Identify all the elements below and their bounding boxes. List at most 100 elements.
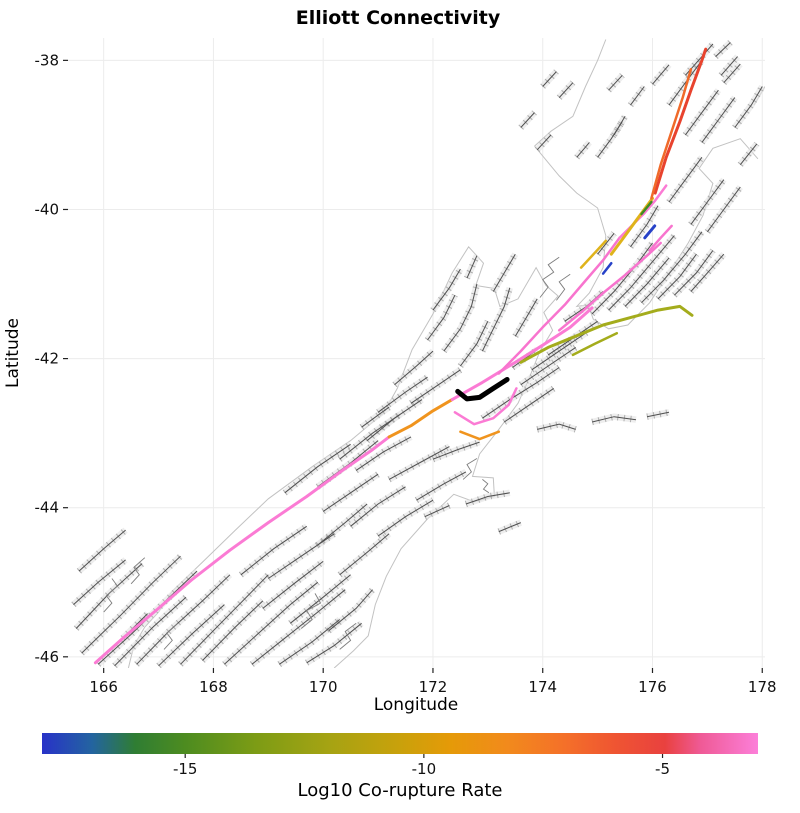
axis-ticks: 166 168 170 172 174 176 178 -38 -40 -42 -44 -46	[35, 51, 777, 696]
fault-corridor-centerline	[317, 503, 368, 546]
x-tick-label: 176	[638, 678, 667, 696]
fault-corridor-centerline	[630, 86, 645, 106]
fault-corridor-centerline	[498, 522, 521, 533]
y-tick-label: -40	[35, 200, 60, 218]
x-tick-label: 168	[199, 678, 228, 696]
coastline	[534, 138, 759, 330]
fault-corridor-centerline	[542, 71, 557, 87]
fault-corridor-centerline	[136, 574, 231, 665]
fault-corridor-centerline	[684, 89, 719, 136]
fault-corridor-centerline	[388, 446, 450, 480]
fault-corridor-centerline	[591, 416, 637, 423]
fault-corridor-centerline	[668, 60, 703, 106]
fault-corridor-centerline	[624, 257, 670, 307]
trace-alpine-south	[93, 435, 391, 665]
fault-corridor-centerline	[591, 242, 653, 315]
fault-corridor-centerline	[646, 411, 670, 418]
fault-corridor-centerline	[558, 82, 574, 98]
thin-fault	[163, 622, 179, 650]
fault-corridor-centerline	[715, 42, 731, 57]
fault-corridor-centerline	[416, 471, 467, 501]
fault-corridor-centerline	[377, 499, 434, 537]
y-tick-label: -42	[35, 350, 60, 368]
fault-corridor-centerline	[224, 581, 319, 665]
gridlines	[68, 38, 765, 668]
fault-corridor-centerline	[520, 112, 535, 128]
colorbar	[42, 733, 758, 754]
x-tick-label: 174	[528, 678, 557, 696]
trace-red-northeast	[653, 47, 708, 195]
trace-east-branch	[557, 241, 662, 332]
fault-corridor-centerline	[114, 596, 187, 667]
fault-corridor-centerline	[492, 253, 516, 292]
fault-corridor-centerline	[597, 232, 615, 255]
x-tick-label: 166	[89, 678, 118, 696]
fault-corridor-centerline	[424, 505, 450, 518]
fault-corridor-patches	[71, 40, 765, 668]
fault-corridor-centerline	[465, 492, 510, 505]
fault-corridor-centerline	[481, 287, 511, 352]
trace-olive-short	[571, 331, 619, 357]
fault-corridor-centerline	[432, 268, 461, 311]
thin-fault	[482, 479, 490, 494]
fault-corridor-centerline	[339, 533, 390, 576]
fault-corridor-centerline	[652, 64, 670, 85]
thin-fault	[539, 256, 560, 298]
fault-corridor-centerline	[262, 561, 324, 609]
fault-corridor-centerline	[251, 589, 346, 665]
fault-corridor-centerline	[350, 486, 406, 527]
fault-corridor-centerline	[81, 555, 181, 654]
colorbar-tick-label: -5	[655, 760, 670, 778]
trace-blue-b	[601, 261, 613, 275]
trace-green-short	[640, 200, 653, 216]
fault-corridor-centerline	[668, 157, 703, 203]
colorbar-label: Log10 Co-rupture Rate	[298, 780, 503, 801]
fault-corridor-centerline	[78, 529, 126, 572]
fault-corridor-centerline	[361, 406, 390, 428]
y-tick-label: -46	[35, 648, 60, 666]
y-axis-label: Latitude	[3, 318, 23, 388]
fault-corridor-centerline	[328, 589, 373, 632]
fault-corridor-centerline	[536, 134, 552, 151]
trace-right-zigzag	[648, 224, 673, 252]
colorbar-tick-label: -15	[173, 760, 198, 778]
fault-corridor-centerline	[630, 205, 659, 248]
fault-corridor-centerline	[504, 387, 554, 423]
thin-fault	[300, 593, 322, 629]
y-tick-label: -38	[35, 51, 60, 69]
fault-corridor-centerline	[531, 332, 587, 371]
thin-fault	[556, 273, 571, 301]
fault-corridor-centerline	[289, 574, 351, 624]
fault-corridor-centerline	[366, 399, 423, 441]
colorbar-ticks: -15 -10 -5	[173, 754, 670, 778]
map-area	[71, 39, 765, 668]
y-tick-label: -44	[35, 499, 60, 517]
fault-corridor-centerline	[641, 231, 703, 304]
fault-corridor-centerline	[723, 63, 741, 84]
trace-blue-a	[643, 224, 657, 240]
fault-corridor-centerline	[427, 294, 456, 341]
fault-corridor-centerline	[202, 600, 264, 661]
trace-north-branch	[497, 236, 621, 375]
x-tick-label: 178	[748, 678, 777, 696]
fault-corridor-centerline	[158, 604, 225, 667]
trace-hope-main	[450, 306, 594, 402]
fault-corridor-centerline	[394, 350, 434, 386]
trace-olive-long	[519, 304, 694, 364]
thin-fault	[462, 458, 478, 480]
thin-fault	[339, 622, 357, 650]
fault-corridor-centerline	[279, 619, 341, 665]
coastline	[127, 245, 559, 668]
fault-corridor-centerline	[520, 346, 576, 386]
colored-fault-traces	[93, 47, 708, 665]
fault-corridor-centerline	[537, 423, 576, 430]
colorbar-tick-label: -10	[412, 760, 437, 778]
x-tick-label: 172	[419, 678, 448, 696]
fault-corridor-centerline	[739, 143, 758, 166]
fault-corridor-centerline	[355, 436, 412, 471]
fault-corridor-centerline	[514, 298, 538, 337]
thin-faults	[103, 256, 571, 650]
fault-corridor-centerline	[720, 56, 738, 76]
fault-corridor-centerline	[73, 559, 126, 605]
